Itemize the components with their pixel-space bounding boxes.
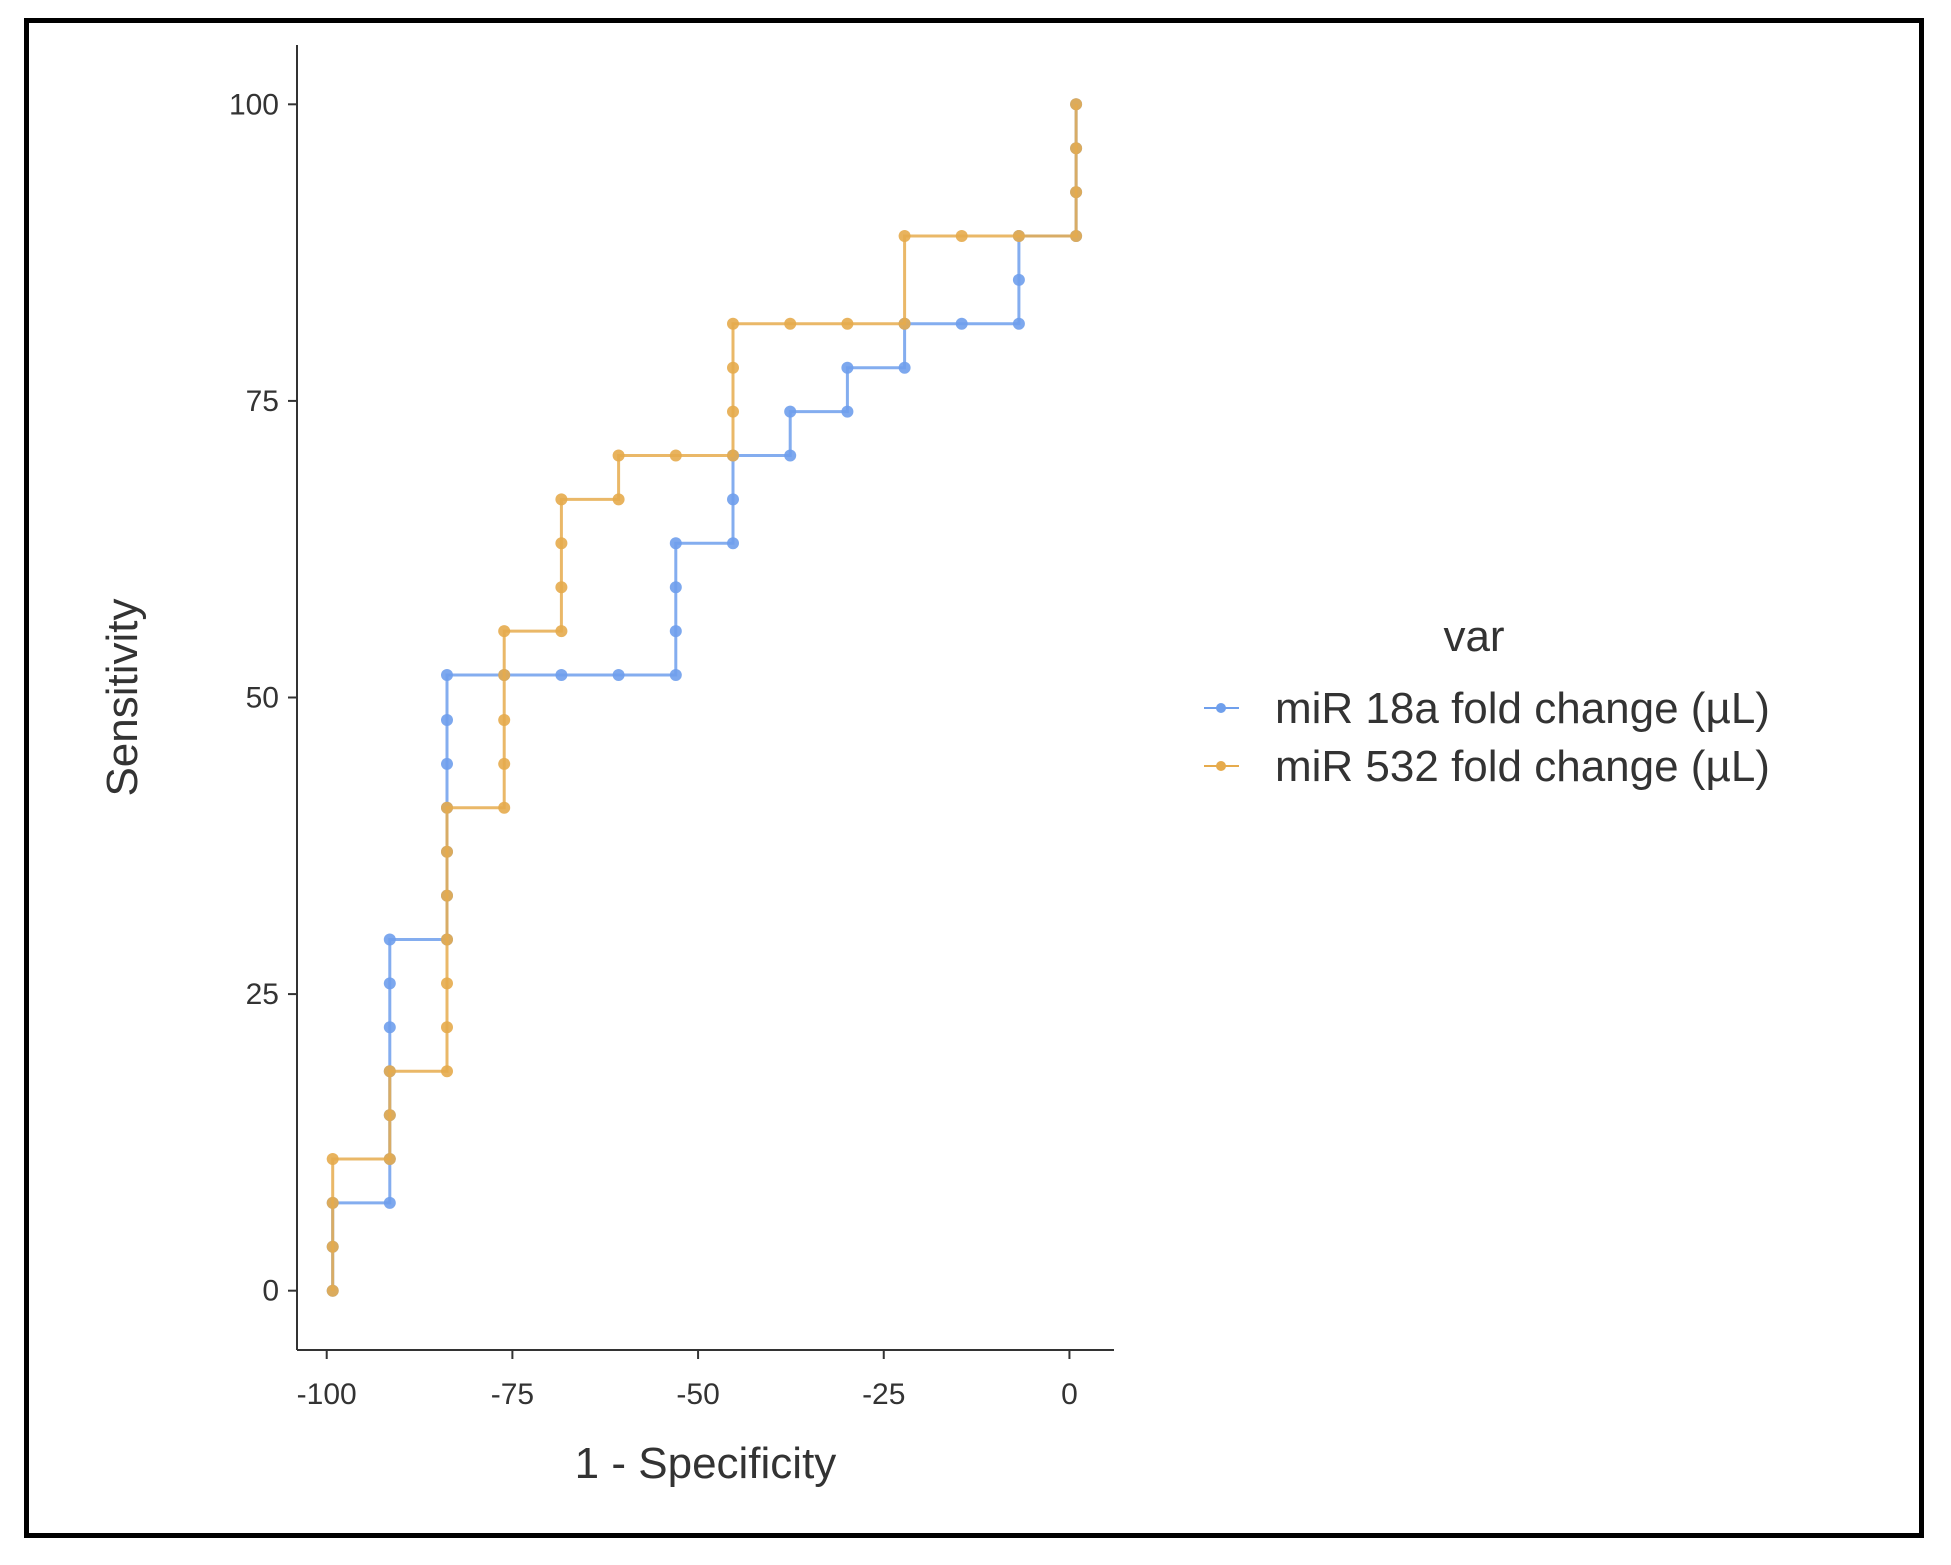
y-tick-label: 50 xyxy=(246,682,279,715)
data-point xyxy=(555,581,568,594)
data-point xyxy=(669,625,682,638)
data-point xyxy=(498,714,511,726)
data-point xyxy=(326,1240,339,1253)
legend-dot-mir532 xyxy=(1216,761,1226,771)
data-point xyxy=(498,669,511,681)
axes: 0 25 50 75 100 -100 -75 -50 -25 0 xyxy=(229,45,1114,1411)
data-point xyxy=(383,977,396,990)
data-point xyxy=(1012,317,1025,330)
data-point xyxy=(1070,186,1083,199)
data-point xyxy=(669,449,682,462)
series-1 xyxy=(326,98,1083,1297)
data-point xyxy=(669,669,682,681)
data-point xyxy=(383,1196,396,1209)
x-ticks: -100 -75 -50 -25 0 xyxy=(297,1350,1078,1411)
data-point xyxy=(383,1065,396,1078)
data-point xyxy=(784,317,797,330)
data-point xyxy=(326,1196,339,1209)
y-tick-label: 75 xyxy=(246,385,279,418)
data-point xyxy=(612,669,625,681)
x-tick-label: -50 xyxy=(676,1378,719,1411)
data-point xyxy=(955,230,968,242)
series-line xyxy=(331,104,1078,1291)
data-point xyxy=(441,1021,453,1034)
roc-chart: 0 25 50 75 100 -100 -75 -50 -25 0 1 - Specificit… xyxy=(98,45,1770,1488)
data-point xyxy=(441,933,453,946)
data-point xyxy=(955,317,968,330)
data-point xyxy=(727,493,739,506)
x-tick-label: -75 xyxy=(491,1378,534,1411)
data-point xyxy=(498,801,511,814)
data-point xyxy=(727,361,739,374)
legend-label-mir18a: miR 18a fold change (µL) xyxy=(1275,684,1770,733)
data-point xyxy=(441,845,453,858)
data-point xyxy=(727,405,739,418)
data-point xyxy=(383,933,396,946)
data-point xyxy=(727,537,739,550)
legend: var miR 18a fold change (µL) miR 532 fol… xyxy=(1204,612,1770,791)
data-point xyxy=(555,625,568,638)
legend-item-mir532: miR 532 fold change (µL) xyxy=(1204,742,1770,791)
data-point xyxy=(841,317,854,330)
data-point xyxy=(1012,230,1025,242)
data-point xyxy=(441,889,453,902)
data-point xyxy=(784,405,797,418)
data-point xyxy=(498,625,511,638)
data-point xyxy=(383,1153,396,1165)
data-point xyxy=(727,317,739,330)
data-point xyxy=(612,493,625,506)
series-line xyxy=(331,104,1078,1291)
data-point xyxy=(326,1153,339,1165)
data-point xyxy=(898,361,911,374)
x-tick-label: -25 xyxy=(862,1378,905,1411)
data-point xyxy=(441,714,453,726)
data-point xyxy=(1012,273,1025,286)
data-point xyxy=(898,230,911,242)
data-point xyxy=(1070,230,1083,242)
data-point xyxy=(441,757,453,770)
data-point xyxy=(1070,142,1083,155)
series-0 xyxy=(326,98,1083,1297)
data-point xyxy=(841,405,854,418)
legend-label-mir532: miR 532 fold change (µL) xyxy=(1275,742,1770,791)
data-point xyxy=(784,449,797,462)
y-axis-title: Sensitivity xyxy=(98,598,147,796)
data-point xyxy=(555,669,568,681)
y-tick-label: 25 xyxy=(246,978,279,1011)
y-tick-label: 0 xyxy=(262,1275,279,1308)
data-point xyxy=(441,801,453,814)
data-point xyxy=(1070,98,1083,111)
legend-dot-mir18a xyxy=(1216,703,1226,713)
x-tick-label: -100 xyxy=(297,1378,357,1411)
data-point xyxy=(669,581,682,594)
data-point xyxy=(555,493,568,506)
data-point xyxy=(383,1021,396,1034)
x-axis-title: 1 - Specificity xyxy=(575,1439,837,1488)
data-point xyxy=(326,1284,339,1297)
data-point xyxy=(441,669,453,681)
data-point xyxy=(841,361,854,374)
legend-item-mir18a: miR 18a fold change (µL) xyxy=(1204,684,1770,733)
data-point xyxy=(383,1109,396,1122)
y-ticks: 0 25 50 75 100 xyxy=(229,88,297,1308)
data-point xyxy=(498,757,511,770)
data-point xyxy=(669,537,682,550)
figure-frame: 0 25 50 75 100 -100 -75 -50 -25 0 1 - Specificit… xyxy=(24,18,1924,1538)
data-point xyxy=(555,537,568,550)
data-point xyxy=(898,317,911,330)
data-point xyxy=(612,449,625,462)
data-point xyxy=(727,449,739,462)
legend-title: var xyxy=(1443,612,1504,661)
series-layer xyxy=(326,98,1083,1297)
y-tick-label: 100 xyxy=(229,88,279,121)
x-tick-label: 0 xyxy=(1061,1378,1078,1411)
data-point xyxy=(441,1065,453,1078)
data-point xyxy=(441,977,453,990)
